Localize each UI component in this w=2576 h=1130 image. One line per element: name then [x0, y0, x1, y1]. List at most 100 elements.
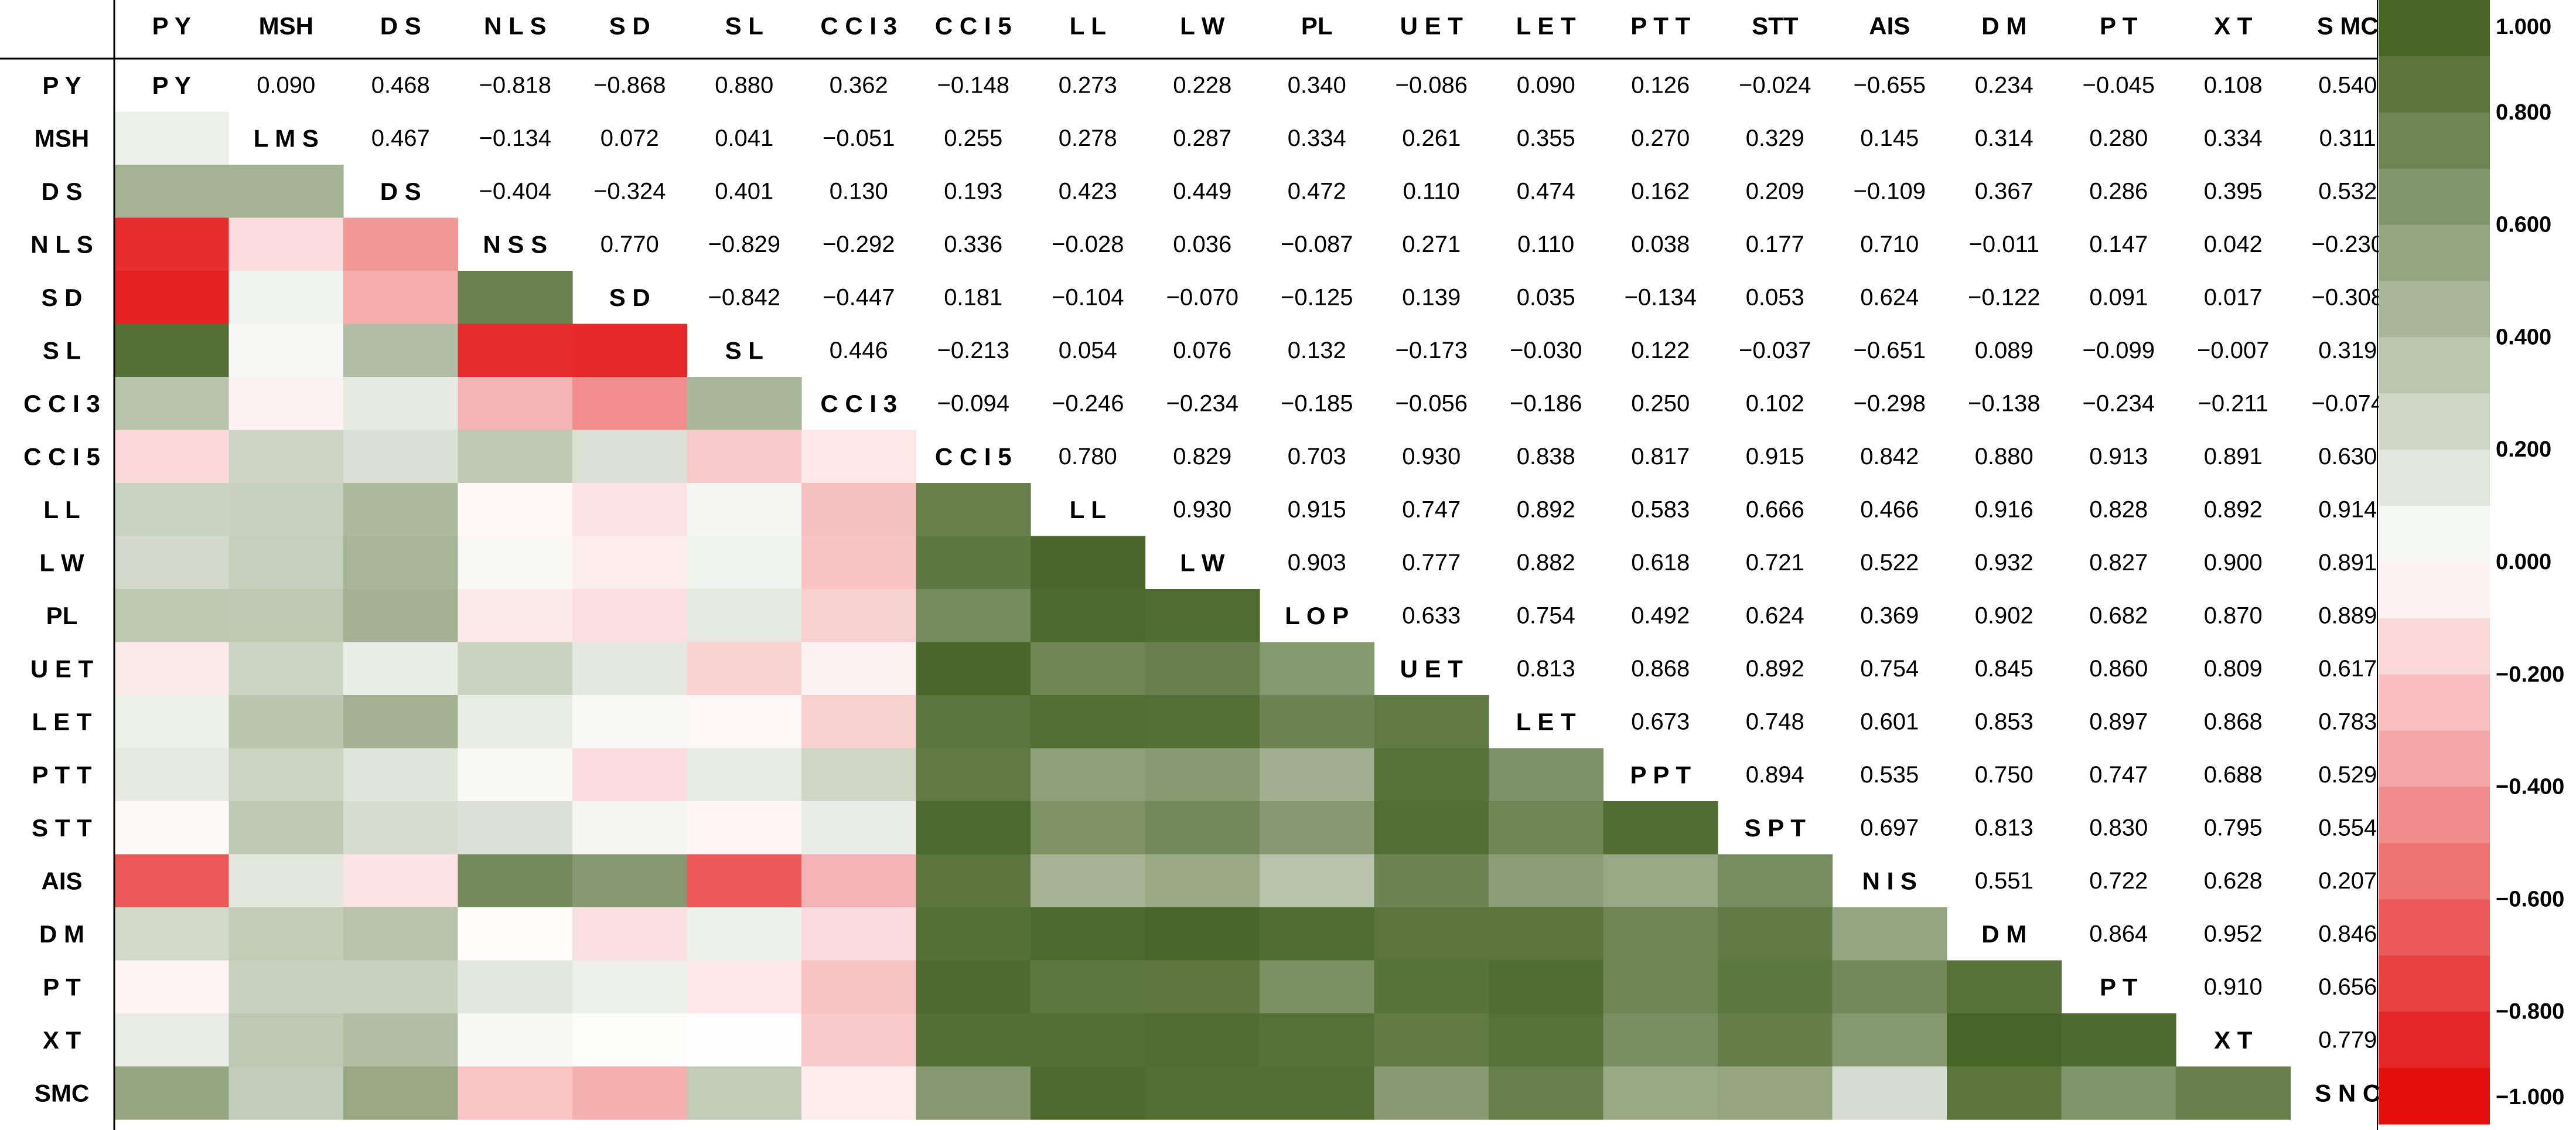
value-label: 0.817 — [1631, 444, 1690, 469]
value-label: 0.853 — [1975, 709, 2033, 734]
row-label: C C I 3 — [23, 390, 100, 417]
heatmap-cell — [1374, 1013, 1489, 1067]
diagonal-label: S P T — [1745, 814, 1806, 842]
row-label: S T T — [32, 814, 92, 842]
heatmap-cell — [114, 536, 230, 590]
heatmap-cell — [458, 483, 573, 537]
heatmap-cell — [1374, 1066, 1489, 1120]
value-label: −0.070 — [1166, 284, 1238, 310]
diagonal-label: P P T — [1630, 761, 1691, 788]
value-label: −0.122 — [1968, 284, 2040, 310]
value-label: 0.449 — [1173, 178, 1231, 204]
value-label: 0.041 — [715, 125, 773, 151]
value-label: 0.036 — [1173, 232, 1231, 257]
diagonal-label: X T — [2214, 1026, 2253, 1054]
colorbar-tick-label: −1.000 — [2496, 1085, 2564, 1109]
heatmap-cell — [343, 695, 459, 749]
heatmap-cells — [114, 111, 2291, 1120]
heatmap-cell — [1031, 907, 1146, 961]
heatmap-cell — [114, 324, 230, 377]
row-label: P Y — [42, 72, 81, 99]
heatmap-cell — [343, 271, 459, 325]
heatmap-cell — [1489, 907, 1604, 961]
column-label: S MC — [2317, 12, 2379, 40]
heatmap-cell — [114, 271, 230, 325]
value-label: 0.813 — [1517, 656, 1575, 682]
value-label: −0.292 — [823, 232, 895, 257]
colorbar-tick-label: 1.000 — [2496, 15, 2551, 39]
heatmap-cell — [1374, 854, 1489, 908]
value-label: 0.193 — [944, 178, 1002, 204]
value-label: 0.228 — [1173, 72, 1231, 98]
heatmap-cell — [1260, 642, 1375, 696]
value-label: −0.125 — [1281, 284, 1353, 310]
value-label: 0.583 — [1631, 496, 1690, 522]
row-label: L W — [39, 549, 84, 576]
heatmap-cell — [114, 165, 230, 219]
value-label: −0.074 — [2312, 390, 2384, 416]
value-label: 0.930 — [1173, 496, 1231, 522]
colorbar-tick-label: −0.600 — [2496, 887, 2564, 911]
row-label: D M — [39, 920, 84, 948]
heatmap-cell — [687, 589, 802, 643]
value-label: 0.110 — [1403, 178, 1460, 204]
heatmap-cell — [343, 483, 459, 537]
heatmap-cell — [1031, 960, 1146, 1014]
value-label: 0.617 — [2318, 656, 2377, 682]
heatmap-cell — [343, 589, 459, 643]
value-label: 0.703 — [1288, 444, 1346, 469]
column-label: AIS — [1869, 12, 1910, 40]
value-label: −0.246 — [1052, 390, 1124, 416]
heatmap-cell — [801, 801, 917, 855]
value-label: 0.697 — [1860, 815, 1919, 840]
heatmap-cell — [916, 483, 1031, 537]
heatmap-cell — [114, 1066, 230, 1120]
heatmap-cell — [916, 907, 1031, 961]
value-label: −0.037 — [1739, 338, 1811, 363]
value-label: 0.656 — [2318, 974, 2377, 1000]
value-label: 0.897 — [2089, 709, 2148, 734]
heatmap-cell — [1031, 801, 1146, 855]
diagonal-label: U E T — [1400, 655, 1463, 682]
value-label: 0.076 — [1173, 338, 1231, 363]
heatmap-cell — [572, 907, 688, 961]
value-label: 0.035 — [1517, 284, 1575, 310]
value-label: 0.334 — [1288, 125, 1346, 151]
colorbar-band — [2379, 0, 2490, 57]
value-label: 0.880 — [715, 72, 773, 98]
heatmap-cell — [1374, 695, 1489, 749]
value-label: 0.673 — [1631, 709, 1690, 734]
value-label: 0.340 — [1288, 72, 1346, 98]
heatmap-cell — [1489, 748, 1604, 802]
heatmap-cell — [458, 801, 573, 855]
value-label: 0.891 — [2318, 550, 2377, 576]
heatmap-cell — [228, 748, 344, 802]
value-label: 0.864 — [2089, 921, 2148, 947]
heatmap-cell — [343, 377, 459, 431]
colorbar-tick-label: 0.200 — [2496, 437, 2551, 462]
heatmap-cell — [1031, 536, 1146, 590]
value-label: 0.532 — [2318, 178, 2377, 204]
heatmap-cell — [1031, 642, 1146, 696]
value-label: −0.404 — [479, 178, 551, 204]
value-label: 0.624 — [1746, 603, 1804, 628]
heatmap-cell — [458, 960, 573, 1014]
heatmap-cell — [1603, 801, 1718, 855]
heatmap-cell — [916, 960, 1031, 1014]
colorbar-band — [2379, 337, 2490, 394]
colorbar-band — [2379, 450, 2490, 506]
heatmap-cell — [114, 111, 230, 165]
value-label: 0.754 — [1517, 603, 1575, 628]
value-label: 0.261 — [1402, 125, 1461, 151]
row-labels: P Y MSH D S N L S S D S L C C I 3 C C I 5 L L L W… — [23, 72, 100, 1107]
heatmap-cell — [228, 165, 344, 219]
value-label: 0.551 — [1975, 868, 2033, 894]
heatmap-cell — [801, 854, 917, 908]
heatmap-cell — [1718, 854, 1833, 908]
value-label: 0.329 — [1746, 125, 1804, 151]
heatmap-cell — [687, 1066, 802, 1120]
row-label: PL — [46, 602, 78, 629]
value-label: 0.466 — [1860, 496, 1919, 522]
heatmap-cell — [916, 642, 1031, 696]
value-label: 0.795 — [2204, 815, 2263, 840]
